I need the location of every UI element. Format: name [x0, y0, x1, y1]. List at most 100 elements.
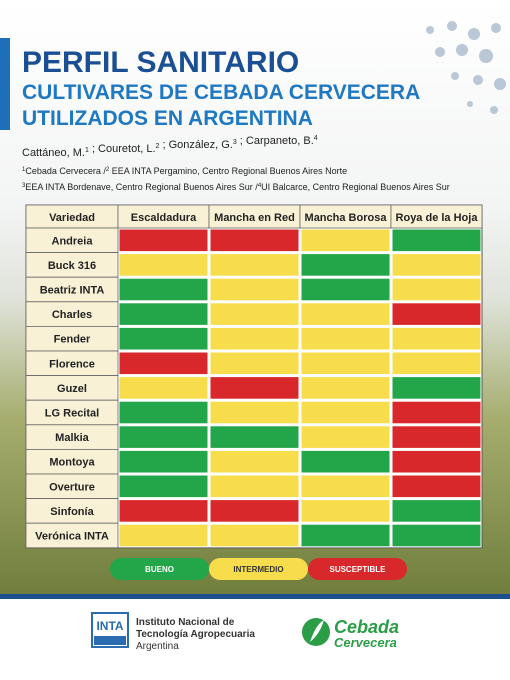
inta-logo-band	[94, 636, 126, 645]
rating-cell	[300, 474, 391, 499]
rating-cell	[209, 351, 300, 376]
rating-cell	[300, 302, 391, 326]
variety: Montoya	[49, 457, 95, 469]
affiliation-sup: 2	[106, 167, 110, 173]
affiliation-text: UI Balcarce, Centro Regional Buenos Aire…	[261, 182, 450, 192]
rating-cell	[209, 474, 300, 499]
subtitle: UTILIZADOS EN ARGENTINA	[22, 107, 313, 130]
footer-bg	[0, 599, 510, 680]
author-sup: 2	[156, 143, 160, 150]
affiliation-sup: 4	[258, 183, 262, 189]
rating-cell	[300, 351, 391, 376]
title: PERFIL SANITARIO	[22, 46, 299, 79]
rating-cell	[118, 228, 209, 253]
rating-cell	[209, 277, 300, 302]
inta-name: Instituto Nacional de	[136, 617, 235, 628]
legend-label: BUENO	[145, 565, 174, 574]
rating-cell	[118, 499, 209, 523]
rating-cell	[209, 523, 300, 548]
affiliation-text: EEA INTA Bordenave, Centro Regional Buen…	[25, 182, 258, 192]
rating-cell	[300, 376, 391, 400]
affiliation-sup: 3	[22, 183, 26, 189]
column-header: Mancha en Red	[214, 212, 295, 224]
rating-cell	[118, 326, 209, 351]
rating-cell	[209, 400, 300, 425]
author-name: ; Couretot, L.	[89, 143, 156, 155]
column-header: Roya de la Hoja	[396, 212, 479, 224]
rating-cell	[300, 253, 391, 277]
rating-cell	[300, 449, 391, 474]
rating-cell	[118, 376, 209, 400]
variety-cell	[25, 448, 119, 475]
rating-cell	[391, 302, 482, 326]
authors: Cattáneo, M.1 ; Couretot, L.2 ; González…	[22, 135, 318, 159]
rating-cell	[209, 425, 300, 449]
rating-cell	[300, 326, 391, 351]
rating-cell	[209, 302, 300, 326]
variety: Verónica INTA	[35, 531, 109, 543]
rating-cell	[391, 376, 482, 400]
rating-cell	[209, 253, 300, 277]
variety-cell	[25, 399, 119, 426]
affiliation-text: EEA INTA Pergamino, Centro Regional Buen…	[109, 166, 347, 176]
author-name: ; Carpaneto, B.	[237, 135, 314, 147]
rating-cell	[300, 425, 391, 449]
rating-cell	[118, 523, 209, 548]
rating-cell	[300, 277, 391, 302]
dots	[426, 21, 506, 114]
rating-cell	[391, 326, 482, 351]
variety: Beatriz INTA	[40, 285, 105, 297]
variety: Andreia	[52, 235, 94, 247]
variety-cell	[25, 252, 119, 278]
rating-cell	[118, 425, 209, 449]
rating-cell	[391, 253, 482, 277]
author-sup: 1	[85, 147, 89, 154]
cebada-logo-leaf	[310, 620, 324, 642]
variety-cell	[25, 350, 119, 377]
legend-swatch	[209, 558, 308, 580]
author-sup: 4	[314, 135, 318, 142]
rating-cell	[118, 351, 209, 376]
inta-name: Tecnología Agropecuaria	[136, 629, 255, 640]
variety-cell	[25, 522, 119, 549]
variety: Guzel	[57, 383, 87, 395]
rating-cell	[391, 425, 482, 449]
affiliation-sup: 1	[22, 167, 26, 173]
column-header: Variedad	[49, 212, 95, 224]
legend-label: SUSCEPTIBLE	[329, 565, 386, 574]
rating-cell	[391, 474, 482, 499]
rating-cell	[209, 228, 300, 253]
variety: Sinfonía	[50, 506, 94, 518]
rating-cell	[118, 449, 209, 474]
cebada-name: Cervecera	[334, 635, 397, 650]
variety-cell	[25, 301, 119, 327]
subtitle: CULTIVARES DE CEBADA CERVECERA	[22, 81, 420, 104]
legend-label: INTERMEDIO	[233, 565, 283, 574]
rating-cell	[391, 400, 482, 425]
column-header: Mancha Borosa	[305, 212, 388, 224]
header-cell	[390, 204, 483, 229]
rating-cell	[391, 277, 482, 302]
variety-cell	[25, 473, 119, 500]
rating-cell	[118, 253, 209, 277]
rating-cell	[209, 499, 300, 523]
inta-logo: INTA	[96, 619, 123, 633]
legend-swatch	[308, 558, 407, 580]
rating-cell	[391, 523, 482, 548]
variety: Florence	[49, 358, 95, 370]
affiliation: 3EEA INTA Bordenave, Centro Regional Bue…	[22, 182, 450, 192]
variety-cell	[25, 375, 119, 401]
rating-cell	[300, 228, 391, 253]
rating-cell	[209, 326, 300, 351]
variety: Fender	[54, 334, 91, 346]
rating-cell	[209, 376, 300, 400]
footer-rule	[0, 594, 510, 599]
inta-name: Argentina	[136, 641, 179, 652]
variety: Malkia	[55, 432, 90, 444]
rating-cell	[391, 228, 482, 253]
rating-cell	[209, 449, 300, 474]
rating-cell	[391, 499, 482, 523]
rating-cell	[300, 523, 391, 548]
variety: Charles	[52, 309, 92, 321]
